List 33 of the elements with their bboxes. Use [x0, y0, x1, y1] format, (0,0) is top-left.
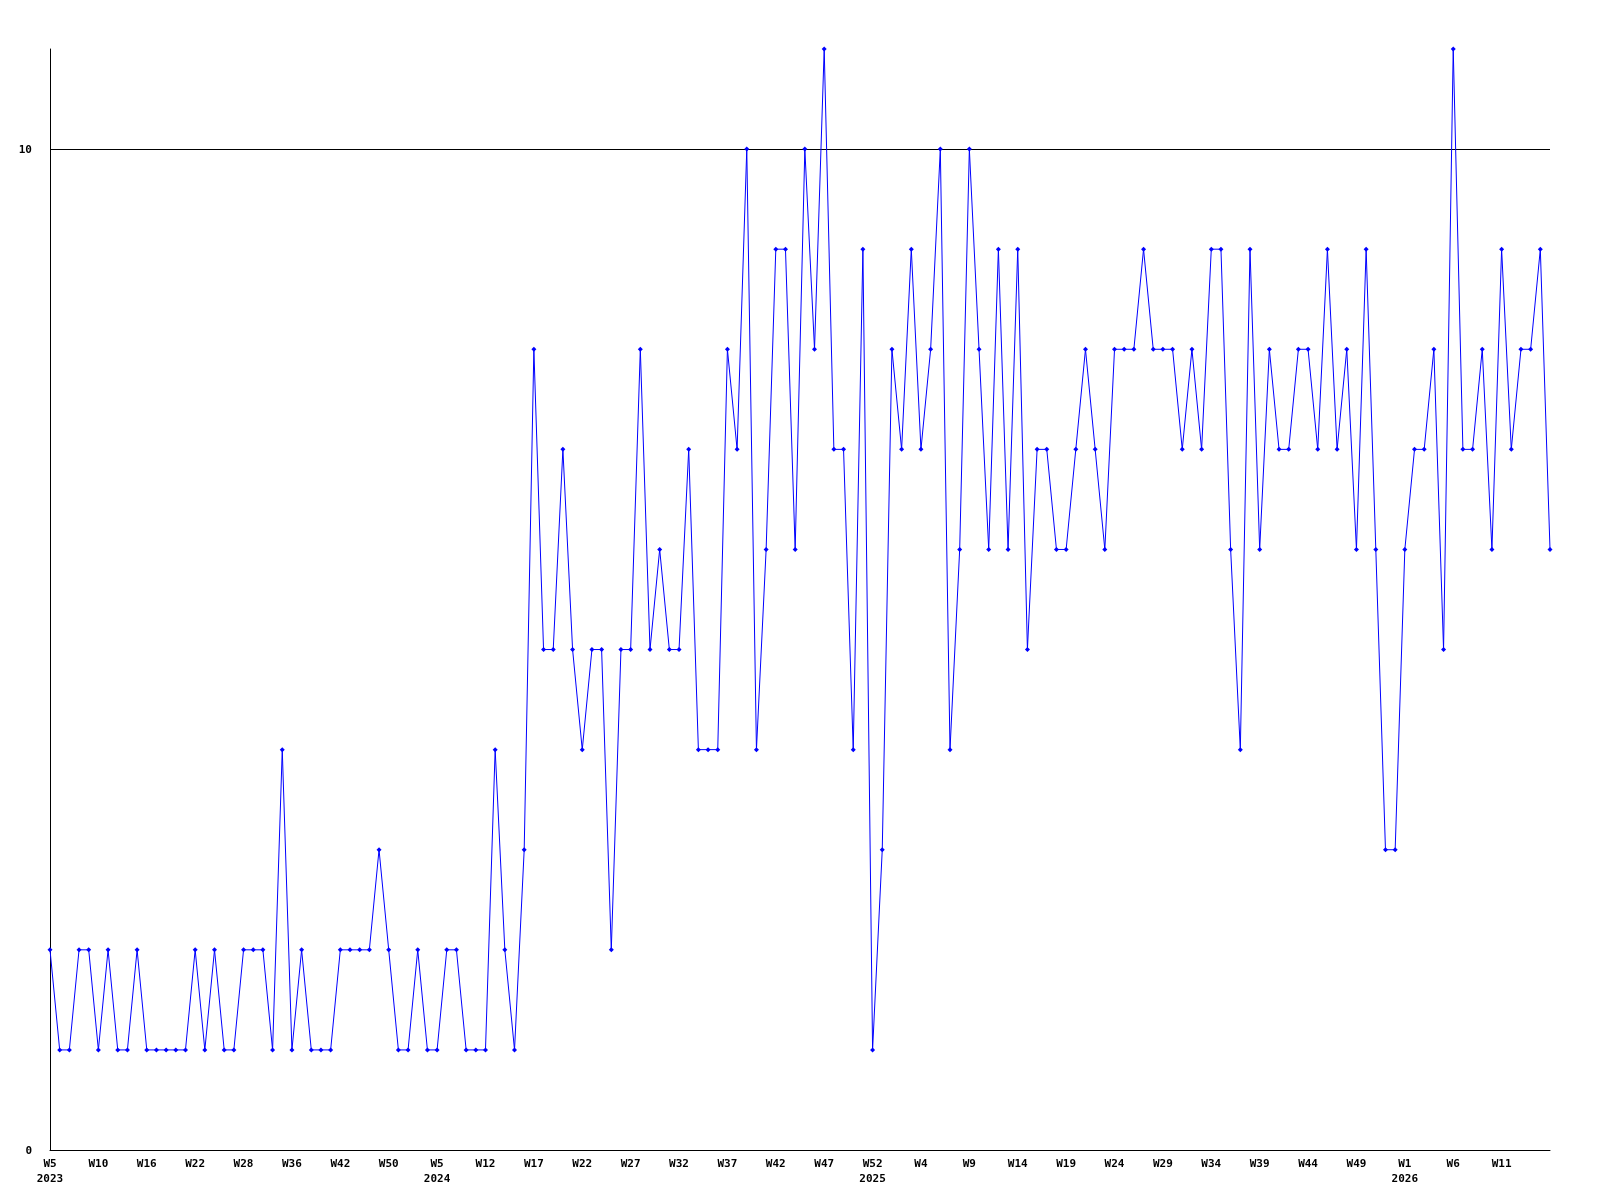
x-tick-label: W44 [1298, 1157, 1319, 1170]
x-tick-label: W37 [717, 1157, 738, 1170]
x-tick-label: W12 [475, 1157, 496, 1170]
x-tick-label: W24 [1104, 1157, 1125, 1170]
x-tick-label: W5 2023 [36, 1157, 64, 1185]
x-tick-label: W14 [1007, 1157, 1029, 1170]
x-tick-label: W32 [669, 1157, 689, 1170]
x-tick-label: W34 [1201, 1157, 1222, 1170]
x-tick-label: W47 [814, 1157, 835, 1170]
x-tick-label: W5 2024 [423, 1157, 451, 1185]
y-tick-label: 0 [25, 1143, 32, 1157]
x-tick-label: W28 [233, 1157, 254, 1170]
x-tick-label: W22 [572, 1157, 593, 1170]
x-tick-label: W19 [1056, 1157, 1077, 1170]
x-tick-label: W50 [378, 1157, 399, 1170]
x-tick-label: W10 [88, 1157, 109, 1170]
x-tick-label: W4 [914, 1157, 928, 1170]
x-tick-label: W52 2025 [859, 1157, 886, 1185]
x-tick-label: W6 [1446, 1157, 1461, 1170]
x-tick-label: W17 [523, 1157, 544, 1170]
x-tick-label: W42 [330, 1157, 351, 1170]
x-tick-label: W9 [962, 1157, 976, 1170]
x-tick-label: W42 [765, 1157, 786, 1170]
x-tick-label: W16 [136, 1157, 158, 1170]
x-tick-label: W11 [1491, 1157, 1512, 1170]
x-tick-label: W22 [185, 1157, 206, 1170]
x-tick-label: W36 [282, 1157, 303, 1170]
x-tick-label: W1 2026 [1391, 1157, 1419, 1185]
x-tick-label: W49 [1346, 1157, 1367, 1170]
y-tick-label: 10 [18, 142, 32, 156]
x-tick-label: W27 [620, 1157, 641, 1170]
x-tick-label: W39 [1249, 1157, 1270, 1170]
x-tick-label: W29 [1152, 1157, 1173, 1170]
